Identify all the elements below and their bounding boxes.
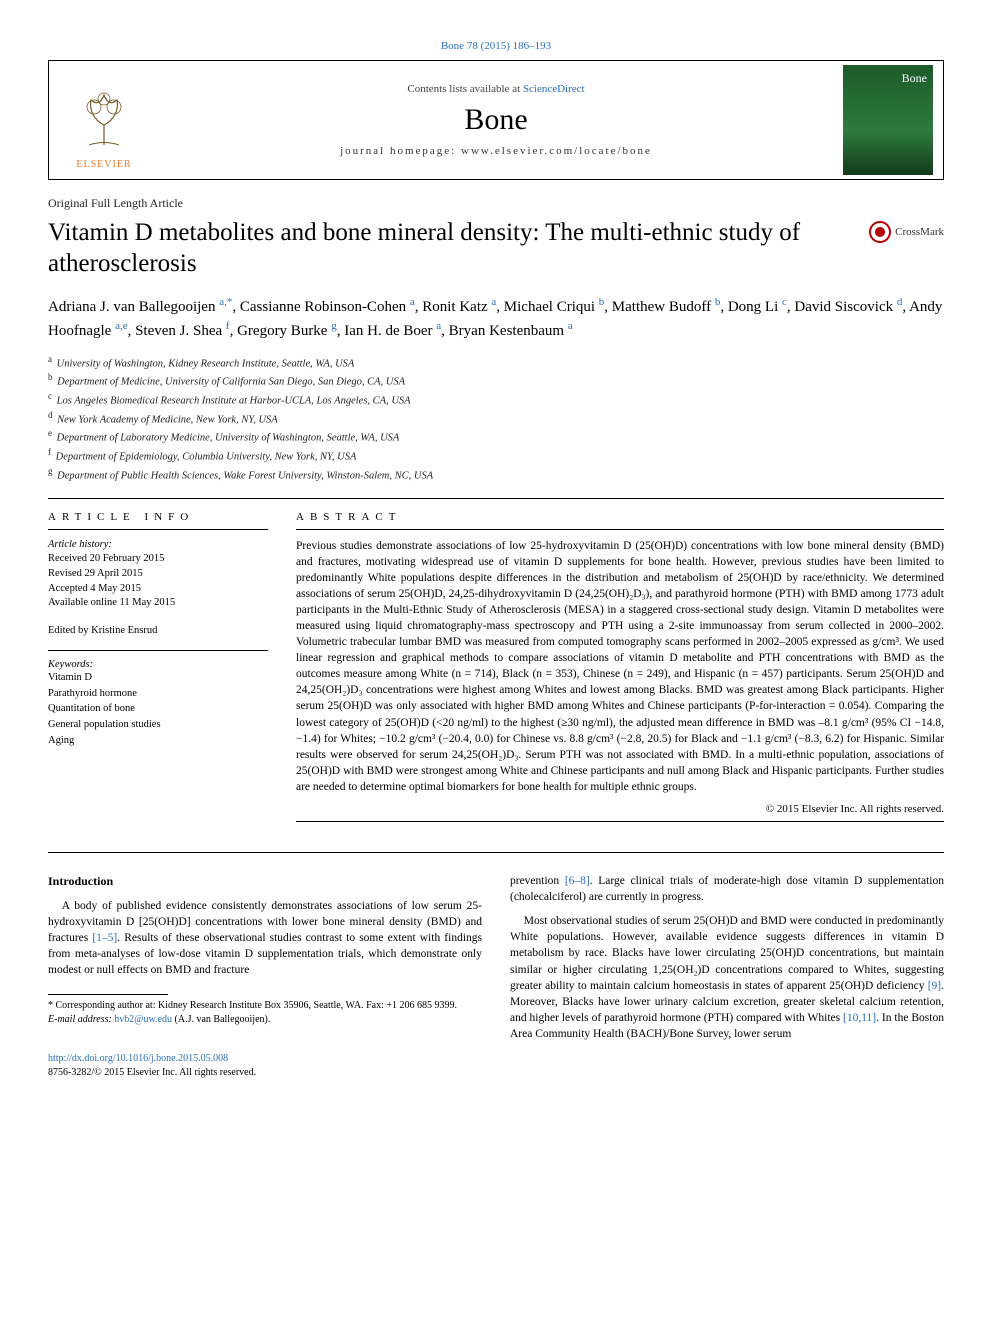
footnote-rule [48, 994, 168, 995]
affiliation-f: f Department of Epidemiology, Columbia U… [48, 446, 944, 465]
history-date: Revised 29 April 2015 [48, 567, 268, 582]
email-link[interactable]: hvb2@uw.edu [114, 1014, 172, 1025]
email-label: E-mail address: [48, 1014, 114, 1025]
elsevier-tree-icon [69, 85, 139, 155]
doi-link[interactable]: http://dx.doi.org/10.1016/j.bone.2015.05… [48, 1053, 228, 1064]
keywords-block: Keywords: Vitamin DParathyroid hormoneQu… [48, 650, 268, 749]
ref-link-9[interactable]: [9] [928, 980, 941, 992]
affiliation-list: a University of Washington, Kidney Resea… [48, 353, 944, 484]
article-info-column: article info Article history: Received 2… [48, 511, 268, 823]
article-history: Article history: Received 20 February 20… [48, 538, 268, 611]
right-body-column: prevention [6–8]. Large clinical trials … [510, 873, 944, 1079]
author-list: Adriana J. van Ballegooijen a,*, Cassian… [48, 294, 944, 343]
keyword: Vitamin D [48, 670, 268, 686]
intro-paragraph-1: A body of published evidence consistentl… [48, 898, 482, 978]
publisher-logo-region: ELSEVIER [49, 61, 159, 179]
corresponding-author-footnote: * Corresponding author at: Kidney Resear… [48, 999, 482, 1026]
cover-thumb-region: Bone [833, 61, 943, 179]
affiliation-g: g Department of Public Health Sciences, … [48, 465, 944, 484]
cover-label: Bone [902, 71, 927, 86]
affiliation-c: c Los Angeles Biomedical Research Instit… [48, 390, 944, 409]
left-body-column: Introduction A body of published evidenc… [48, 873, 482, 1079]
right-paragraph-1: prevention [6–8]. Large clinical trials … [510, 873, 944, 905]
article-type: Original Full Length Article [48, 196, 944, 211]
keyword: Aging [48, 733, 268, 749]
history-date: Accepted 4 May 2015 [48, 582, 268, 597]
history-label: Article history: [48, 538, 268, 553]
keyword: General population studies [48, 717, 268, 733]
doi-block: http://dx.doi.org/10.1016/j.bone.2015.05… [48, 1052, 482, 1079]
body-columns: Introduction A body of published evidenc… [48, 852, 944, 1079]
journal-homepage: journal homepage: www.elsevier.com/locat… [340, 145, 652, 157]
affiliation-d: d New York Academy of Medicine, New York… [48, 409, 944, 428]
abstract-bottom-rule [296, 821, 944, 822]
citation: Bone 78 (2015) 186–193 [48, 40, 944, 52]
contents-line: Contents lists available at ScienceDirec… [407, 83, 584, 95]
issn-line: 8756-3282/© 2015 Elsevier Inc. All right… [48, 1067, 256, 1078]
ref-link-10-11[interactable]: [10,11] [843, 1012, 876, 1024]
banner-center: Contents lists available at ScienceDirec… [159, 61, 833, 179]
affiliation-b: b Department of Medicine, University of … [48, 371, 944, 390]
sciencedirect-link[interactable]: ScienceDirect [523, 83, 585, 95]
abstract-copyright: © 2015 Elsevier Inc. All rights reserved… [296, 803, 944, 815]
paper-title: Vitamin D metabolites and bone mineral d… [48, 217, 857, 280]
right-paragraph-2: Most observational studies of serum 25(O… [510, 913, 944, 1042]
right-text-1a: prevention [510, 875, 565, 887]
right-text-2a: Most observational studies of serum 25(O… [510, 915, 944, 991]
crossmark-badge[interactable]: CrossMark [869, 221, 944, 243]
keyword: Quantitation of bone [48, 701, 268, 717]
publisher-name: ELSEVIER [76, 159, 131, 170]
crossmark-icon [869, 221, 891, 243]
affiliation-a: a University of Washington, Kidney Resea… [48, 353, 944, 372]
contents-prefix: Contents lists available at [407, 83, 522, 95]
introduction-heading: Introduction [48, 873, 482, 890]
keyword: Parathyroid hormone [48, 686, 268, 702]
journal-title: Bone [464, 103, 527, 137]
history-date: Available online 11 May 2015 [48, 596, 268, 611]
journal-banner: ELSEVIER Contents lists available at Sci… [48, 60, 944, 180]
article-info-heading: article info [48, 511, 268, 530]
ref-link-1-5[interactable]: [1–5] [92, 932, 117, 944]
keywords-label: Keywords: [48, 659, 268, 670]
abstract-column: abstract Previous studies demonstrate as… [296, 511, 944, 823]
history-date: Received 20 February 2015 [48, 552, 268, 567]
corr-author-text: * Corresponding author at: Kidney Resear… [48, 999, 482, 1013]
ref-link-6-8[interactable]: [6–8] [565, 875, 590, 887]
abstract-heading: abstract [296, 511, 944, 530]
crossmark-label: CrossMark [895, 226, 944, 238]
journal-cover-thumb: Bone [843, 65, 933, 175]
email-suffix: (A.J. van Ballegooijen). [172, 1014, 270, 1025]
affiliation-e: e Department of Laboratory Medicine, Uni… [48, 427, 944, 446]
elsevier-logo: ELSEVIER [59, 70, 149, 170]
abstract-text: Previous studies demonstrate association… [296, 538, 944, 796]
edited-by: Edited by Kristine Ensrud [48, 625, 268, 636]
